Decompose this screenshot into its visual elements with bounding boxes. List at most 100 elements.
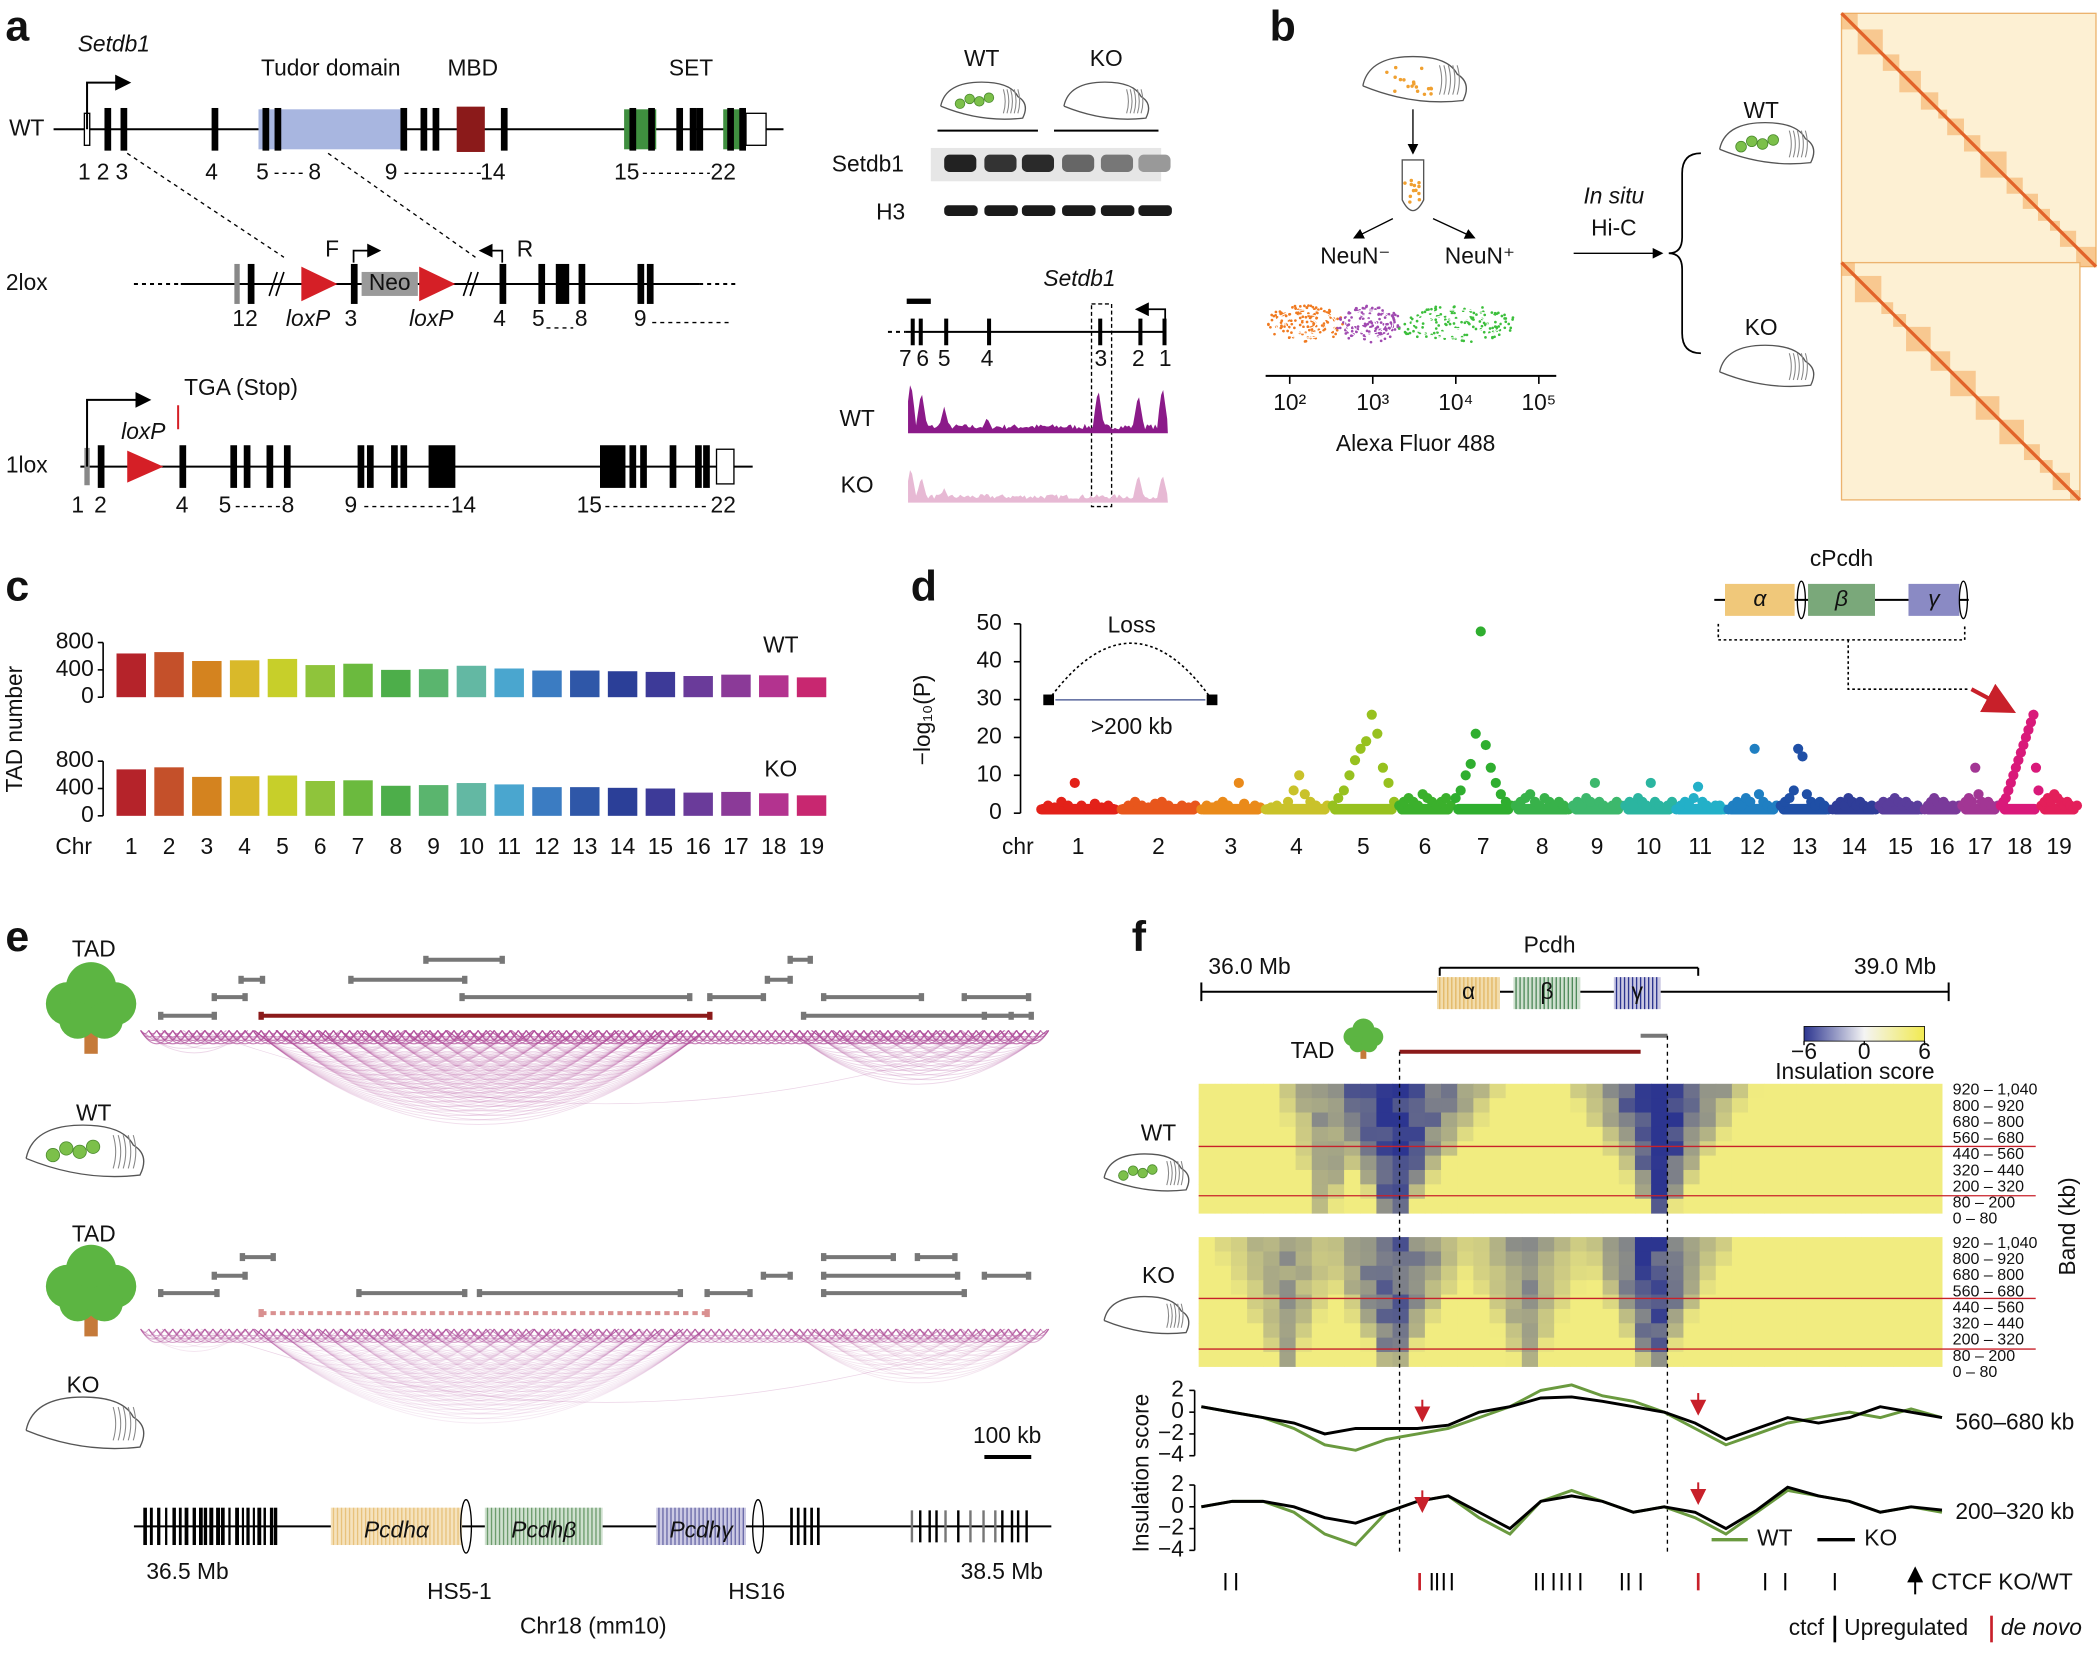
exon <box>629 445 637 488</box>
facs-dot <box>1291 306 1294 309</box>
heat-cell <box>1263 1308 1280 1324</box>
heat-cell <box>1764 1198 1781 1214</box>
label: 680 – 800 <box>1953 1113 2025 1131</box>
label: Pcdh <box>1524 932 1576 958</box>
contact-arc <box>939 1030 1048 1054</box>
heat-cell <box>1441 1294 1458 1310</box>
heat-cell <box>1376 1352 1394 1367</box>
heat-cell <box>1618 1126 1636 1142</box>
heat-cell <box>1909 1155 1927 1171</box>
contact-arc <box>935 1328 945 1333</box>
gene-label: β <box>1540 978 1553 1004</box>
point <box>1788 785 1799 796</box>
label: 6 <box>916 345 929 371</box>
contact-arc <box>339 1328 448 1352</box>
heat-cell <box>1570 1141 1588 1157</box>
heat-cell <box>1230 1337 1248 1353</box>
contact-arc <box>339 1328 577 1379</box>
contact-arc <box>361 1328 405 1339</box>
exon <box>935 1510 938 1543</box>
heat-cell <box>1311 1098 1329 1114</box>
heat-cell <box>1764 1098 1781 1114</box>
heat-cell <box>1263 1280 1280 1296</box>
contact-arc <box>339 1328 705 1406</box>
brain-dot <box>1402 78 1406 82</box>
heat-cell <box>1198 1352 1216 1367</box>
heat-cell <box>1812 1280 1830 1296</box>
tad-end <box>760 993 767 1002</box>
contact-arc <box>789 1328 920 1357</box>
contact-arc <box>275 1328 491 1375</box>
heat-cell <box>1473 1237 1491 1252</box>
contact-arc <box>918 1328 1005 1348</box>
contact-arc <box>661 1030 705 1040</box>
tube-dot <box>1408 194 1413 199</box>
contact-arc <box>863 1328 873 1333</box>
contact-arc <box>318 1030 470 1063</box>
tree-crown <box>65 1244 117 1295</box>
heat-cell <box>1570 1251 1588 1267</box>
contact-arc <box>811 1328 920 1352</box>
contact-arc <box>318 1328 662 1402</box>
point <box>2030 762 2042 773</box>
contact-arc <box>297 1030 641 1103</box>
heat-cell <box>1780 1198 1798 1214</box>
heat-cell <box>1764 1184 1781 1200</box>
brain-icon <box>1804 130 1808 158</box>
heat-cell <box>1861 1237 1878 1252</box>
contact-arc <box>509 1328 519 1333</box>
heat-cell <box>1634 1280 1652 1296</box>
contact-arc <box>405 1328 431 1340</box>
contact-arc <box>254 1030 470 1076</box>
heat-cell <box>1651 1141 1668 1157</box>
contact-arc <box>832 1030 941 1054</box>
heat-cell <box>1780 1112 1798 1128</box>
contact-arc <box>382 1328 641 1384</box>
heat-cell <box>1344 1169 1361 1185</box>
heat-cell <box>1263 1323 1280 1339</box>
contact-arc <box>875 1030 1005 1058</box>
brain-icon <box>122 1134 127 1169</box>
gene-label: α <box>1753 585 1767 611</box>
contact-arc <box>373 1328 399 1340</box>
heat-cell <box>1392 1280 1410 1296</box>
contact-arc <box>252 1328 270 1337</box>
heat-cell <box>1441 1251 1458 1267</box>
exon <box>234 263 240 304</box>
contact-arc <box>789 1030 834 1040</box>
heat-cell <box>1376 1237 1394 1252</box>
contact-arc <box>554 1030 684 1058</box>
point <box>1361 736 1372 747</box>
heat-cell <box>1828 1126 1846 1142</box>
contact-arc <box>297 1030 662 1107</box>
heat-cell <box>1424 1265 1442 1281</box>
heat-cell <box>1909 1141 1927 1157</box>
contact-arc <box>811 1030 984 1067</box>
heat-cell <box>1634 1098 1652 1114</box>
heat-cell <box>1731 1352 1749 1367</box>
heat-cell <box>1828 1265 1846 1281</box>
contact-arc <box>967 1328 985 1337</box>
facs-dot <box>1396 314 1400 318</box>
blot-band <box>1062 154 1095 172</box>
heat-cell <box>1311 1265 1329 1281</box>
point <box>1441 792 1452 804</box>
contact-arc <box>678 1328 696 1337</box>
brain-icon <box>1129 89 1133 114</box>
heat-cell <box>1247 1237 1264 1252</box>
heat-cell <box>1731 1280 1749 1296</box>
contact-arc <box>413 1328 431 1337</box>
contact-arc <box>381 1328 399 1337</box>
contact-arc <box>254 1328 341 1348</box>
contact-arc <box>382 1030 448 1045</box>
label: 800 – 920 <box>1953 1250 2025 1268</box>
contact-arc <box>485 1328 503 1337</box>
facs-dot <box>1393 328 1397 331</box>
heat-cell <box>1424 1155 1442 1171</box>
heat-cell <box>1828 1184 1846 1200</box>
tad-end <box>242 1271 248 1280</box>
heat-cell <box>1376 1169 1394 1185</box>
enhancer <box>1796 580 1807 620</box>
heat-cell <box>1279 1184 1297 1200</box>
facs-dot <box>1305 320 1309 324</box>
